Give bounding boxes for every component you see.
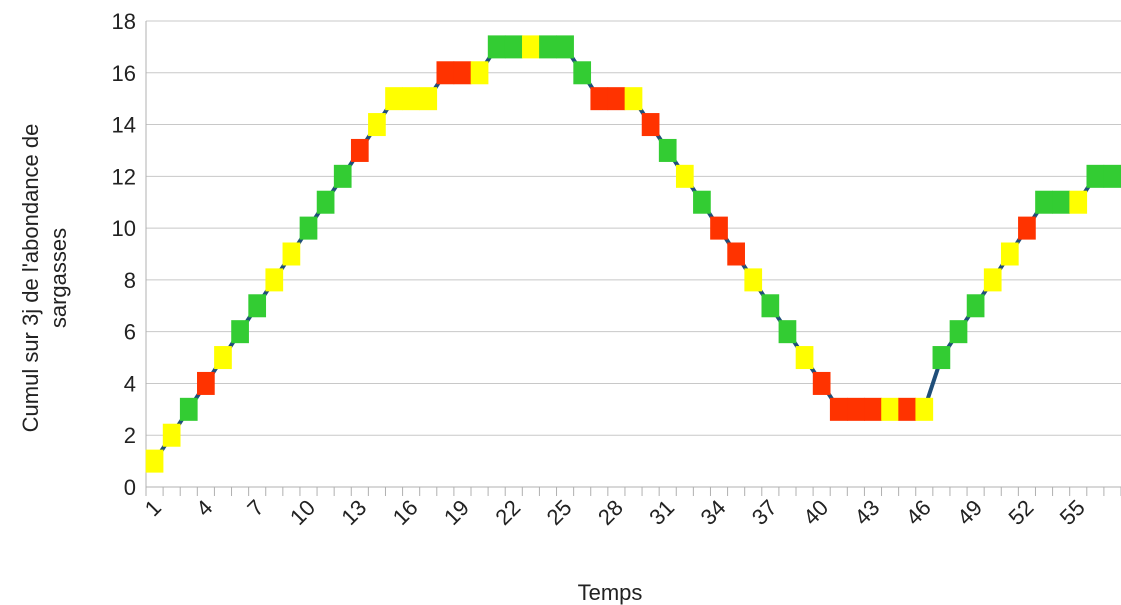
data-marker <box>368 113 386 137</box>
axes <box>145 21 1121 496</box>
data-marker <box>282 242 301 266</box>
data-marker <box>727 242 745 266</box>
data-marker <box>795 346 814 370</box>
data-marker <box>299 216 318 240</box>
x-tick-label: 55 <box>1055 495 1090 530</box>
data-marker <box>693 190 711 214</box>
x-tick-label: 46 <box>901 495 936 530</box>
data-marker <box>522 35 540 59</box>
data-marker <box>197 371 215 395</box>
data-marker <box>778 320 797 344</box>
y-tick-label: 14 <box>112 113 136 138</box>
data-marker <box>573 61 592 85</box>
x-tick-label: 28 <box>593 495 628 530</box>
data-marker <box>744 268 763 292</box>
y-tick-label: 6 <box>124 320 136 345</box>
data-marker <box>590 87 609 111</box>
data-marker <box>487 35 506 59</box>
data-marker <box>607 87 626 111</box>
data-marker <box>248 294 267 318</box>
x-tick-label: 4 <box>191 495 217 521</box>
y-tick-label: 8 <box>124 268 136 293</box>
data-marker <box>1035 190 1053 214</box>
x-tick-label: 22 <box>490 495 525 530</box>
data-marker <box>1052 190 1070 214</box>
data-marker <box>333 164 352 188</box>
y-tick-label: 16 <box>112 61 136 86</box>
x-tick-label: 16 <box>388 495 423 530</box>
data-marker <box>864 397 882 421</box>
y-tick-label: 2 <box>124 423 136 448</box>
data-marker <box>402 87 420 111</box>
data-marker <box>350 138 369 162</box>
data-marker <box>829 397 848 421</box>
data-marker <box>1000 242 1019 266</box>
x-tick-labels: 1 4 7 10 13 16 19 22 25 28 31 34 37 40 43 46 49 52 55 <box>140 495 1090 530</box>
data-marker <box>710 216 728 240</box>
data-marker <box>847 397 865 421</box>
y-tick-label: 12 <box>112 164 136 189</box>
data-marker <box>436 61 455 85</box>
y-tick-label: 0 <box>124 475 136 500</box>
x-tick-label: 34 <box>696 495 731 530</box>
data-marker <box>162 423 181 447</box>
x-tick-label: 13 <box>336 495 371 530</box>
y-tick-label: 4 <box>124 371 136 396</box>
data-marker <box>214 346 232 370</box>
data-marker <box>966 294 985 318</box>
data-marker <box>812 371 831 395</box>
data-marker <box>556 35 574 59</box>
data-marker <box>898 397 917 421</box>
data-marker <box>949 320 968 344</box>
x-tick-label: 52 <box>1003 495 1038 530</box>
data-marker <box>470 61 489 85</box>
x-tick-label: 31 <box>644 495 679 530</box>
data-marker <box>881 397 899 421</box>
data-marker <box>1018 216 1036 240</box>
data-marker <box>675 164 694 188</box>
x-tick-label: 19 <box>439 495 474 530</box>
data-marker <box>453 61 472 85</box>
data-marker <box>504 35 523 59</box>
y-axis-title-line2: sargasses <box>46 228 71 328</box>
data-marker <box>658 138 677 162</box>
data-marker <box>539 35 557 59</box>
x-axis-title: Temps <box>578 580 643 605</box>
data-marker <box>641 113 660 137</box>
x-tick-label: 40 <box>798 495 833 530</box>
data-marker <box>983 268 1002 292</box>
x-tick-label: 49 <box>952 495 987 530</box>
data-marker <box>932 346 951 370</box>
x-tick-label: 37 <box>747 495 782 530</box>
y-tick-label: 10 <box>112 216 136 241</box>
data-marker <box>145 449 164 473</box>
data-marker <box>1103 164 1121 188</box>
data-marker <box>231 320 249 344</box>
x-tick-label: 43 <box>850 495 885 530</box>
y-tick-label: 18 <box>112 9 136 34</box>
y-tick-labels: 0 2 4 6 8 10 12 14 16 18 <box>112 9 136 500</box>
data-markers <box>145 35 1121 473</box>
data-marker <box>179 397 198 421</box>
x-tick-label: 7 <box>242 495 268 521</box>
x-tick-label: 10 <box>285 495 320 530</box>
data-marker <box>624 87 643 111</box>
data-marker <box>915 397 934 421</box>
y-axis-title-line1: Cumul sur 3j de l'abondance de <box>18 124 43 433</box>
data-marker <box>316 190 335 214</box>
x-tick-label: 1 <box>140 495 166 521</box>
data-marker <box>419 87 438 111</box>
data-marker <box>761 294 780 318</box>
data-marker <box>265 268 284 292</box>
data-marker <box>1069 190 1088 214</box>
data-marker <box>1086 164 1105 188</box>
x-tick-label: 25 <box>542 495 577 530</box>
data-marker <box>385 87 403 111</box>
